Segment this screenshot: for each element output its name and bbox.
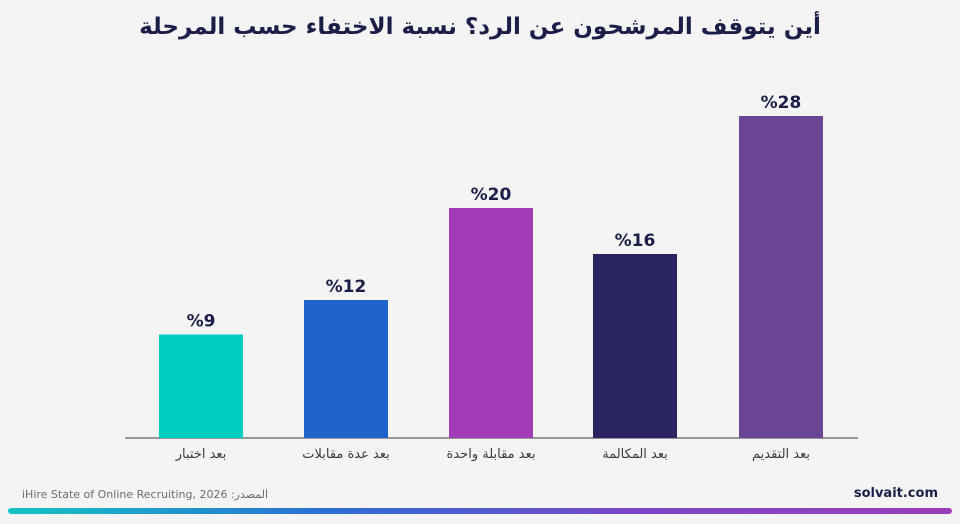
- bar: [739, 116, 823, 438]
- gradient-footer-bar: [8, 508, 952, 514]
- category-label: بعد التقديم: [752, 447, 810, 462]
- bar: [304, 300, 388, 438]
- source-text: iHire State of Online Recruiting, 2026: [22, 488, 228, 501]
- chart-title: أين يتوقف المرشحون عن الرد؟ نسبة الاختفا…: [139, 14, 821, 40]
- data-label: %28: [761, 93, 802, 113]
- bar: [449, 208, 533, 438]
- bar: [593, 254, 677, 438]
- brand-url: solvait.com: [853, 486, 938, 501]
- category-label: بعد اختبار: [175, 447, 227, 462]
- data-label: %9: [187, 312, 216, 332]
- bar: [159, 334, 243, 438]
- source-note: iHire State of Online Recruiting, 2026 ا…: [22, 488, 268, 501]
- category-label: بعد المكالمة: [602, 447, 668, 462]
- data-label: %20: [471, 185, 512, 205]
- category-label: بعد عدة مقابلات: [302, 447, 389, 462]
- category-label: بعد مقابلة واحدة: [447, 447, 536, 462]
- data-label: %16: [615, 231, 656, 251]
- data-label: %12: [326, 277, 367, 297]
- source-label: المصدر:: [230, 488, 269, 501]
